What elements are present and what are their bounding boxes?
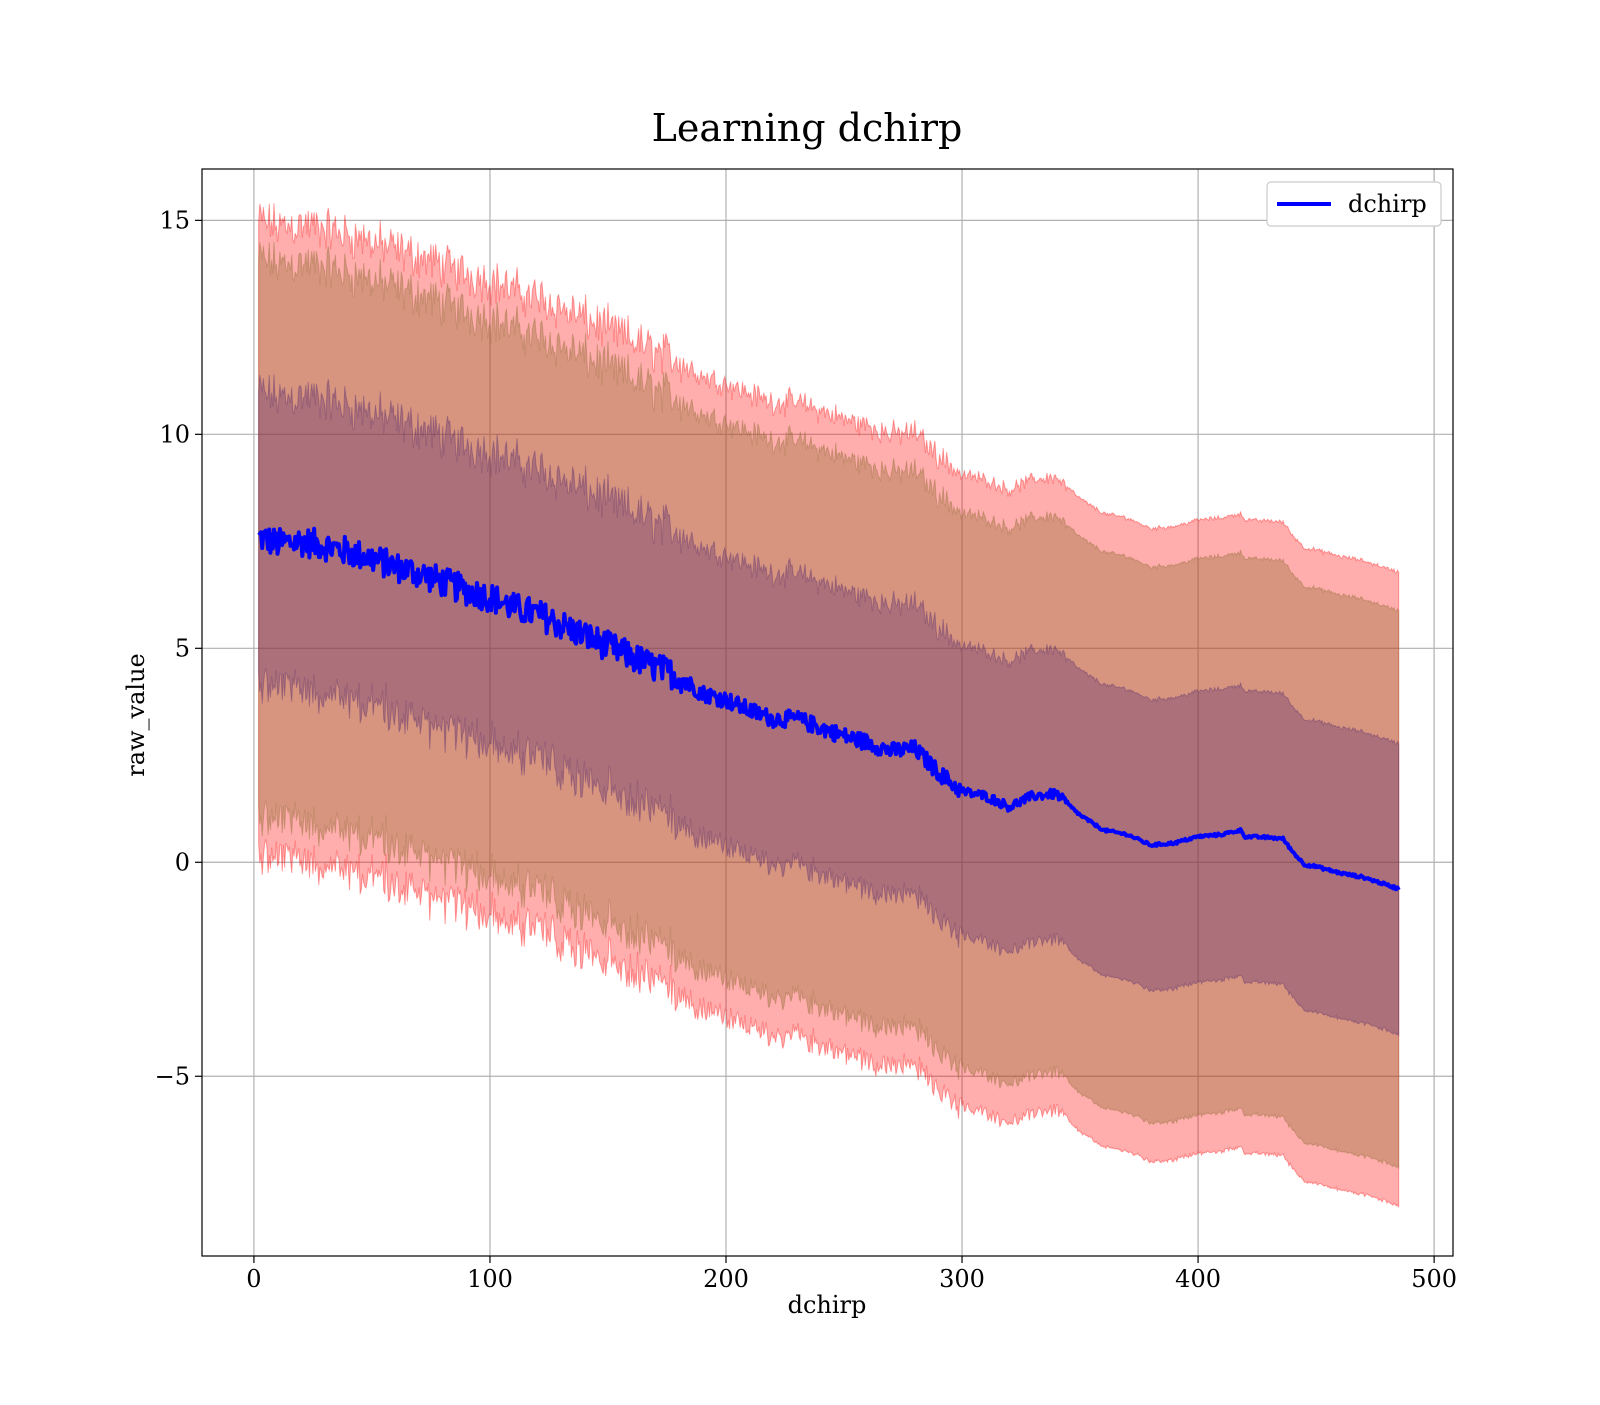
plot-frame	[201, 168, 1454, 1257]
x-tick-label: 200	[703, 1265, 749, 1293]
band-3	[258, 374, 1400, 1037]
grid-layer	[202, 169, 1453, 1256]
legend: dchirp	[1266, 181, 1442, 227]
y-tick-label: −5	[155, 1062, 190, 1090]
x-tick-label: 400	[1175, 1265, 1221, 1293]
y-tick-label: 0	[175, 848, 190, 876]
tick-layer: 0 100 200 300 400 500 −5 0 5 10 15	[155, 206, 1457, 1293]
line-layer	[257, 526, 1401, 892]
y-axis-label: raw_value	[122, 653, 150, 777]
legend-label-dchirp: dchirp	[1348, 190, 1427, 218]
band-2	[258, 241, 1400, 1169]
x-axis-label: dchirp	[788, 1291, 867, 1319]
y-tick-label: 10	[159, 420, 190, 448]
band-layer	[258, 203, 1400, 1208]
legend-box	[1266, 181, 1442, 227]
x-tick-label: 300	[939, 1265, 985, 1293]
x-tick-label: 0	[246, 1265, 261, 1293]
x-tick-label: 100	[467, 1265, 513, 1293]
series-line-dchirp	[257, 526, 1401, 892]
band-1	[258, 203, 1400, 1208]
chart-title: Learning dchirp	[652, 106, 963, 150]
y-tick-label: 5	[175, 634, 190, 662]
y-tick-label: 15	[159, 206, 190, 234]
x-tick-label: 500	[1411, 1265, 1457, 1293]
